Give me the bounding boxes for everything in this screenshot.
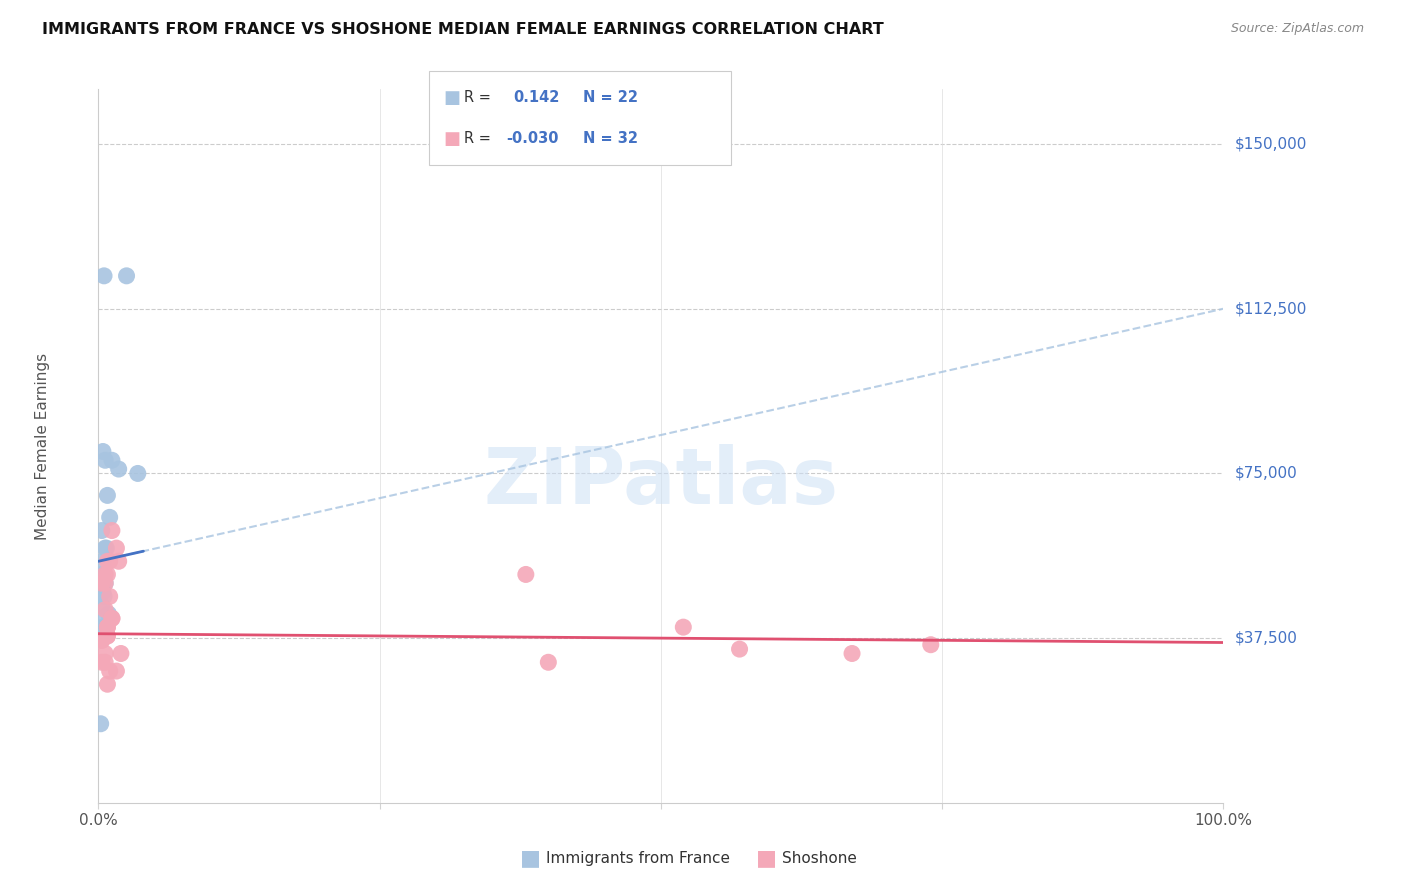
- Point: [96, 554, 118, 568]
- Text: R =: R =: [464, 131, 491, 146]
- Point: [672, 620, 695, 634]
- Point: [94, 576, 117, 591]
- Point: [93, 590, 115, 604]
- Point: [98, 590, 121, 604]
- Point: [91, 585, 114, 599]
- Text: ■: ■: [756, 848, 778, 868]
- Point: [107, 554, 129, 568]
- Point: [94, 655, 117, 669]
- Point: [93, 268, 115, 283]
- Point: [90, 633, 112, 648]
- Point: [115, 268, 138, 283]
- Point: [96, 629, 118, 643]
- Text: ■: ■: [443, 88, 460, 106]
- Text: N = 32: N = 32: [583, 131, 638, 146]
- Text: Source: ZipAtlas.com: Source: ZipAtlas.com: [1230, 22, 1364, 36]
- Text: -0.030: -0.030: [506, 131, 558, 146]
- Point: [841, 647, 863, 661]
- Point: [96, 541, 118, 555]
- Point: [537, 655, 560, 669]
- Point: [96, 620, 118, 634]
- Point: [98, 664, 121, 678]
- Point: [515, 567, 537, 582]
- Point: [105, 664, 128, 678]
- Text: $37,500: $37,500: [1234, 631, 1298, 646]
- Point: [101, 453, 124, 467]
- Point: [94, 602, 117, 616]
- Text: ■: ■: [520, 848, 541, 868]
- Point: [94, 541, 117, 555]
- Point: [90, 655, 112, 669]
- Point: [94, 647, 117, 661]
- Text: ZIPatlas: ZIPatlas: [484, 443, 838, 520]
- Point: [90, 524, 112, 538]
- Text: IMMIGRANTS FROM FRANCE VS SHOSHONE MEDIAN FEMALE EARNINGS CORRELATION CHART: IMMIGRANTS FROM FRANCE VS SHOSHONE MEDIA…: [42, 22, 884, 37]
- Point: [101, 611, 124, 625]
- Point: [94, 453, 117, 467]
- Point: [90, 633, 112, 648]
- Point: [728, 642, 751, 657]
- Point: [90, 567, 112, 582]
- Text: 0.142: 0.142: [513, 90, 560, 105]
- Point: [96, 620, 118, 634]
- Point: [91, 444, 114, 458]
- Point: [90, 716, 112, 731]
- Point: [90, 611, 112, 625]
- Point: [105, 541, 128, 555]
- Point: [101, 524, 124, 538]
- Text: Shoshone: Shoshone: [782, 851, 856, 865]
- Point: [96, 677, 118, 691]
- Text: R =: R =: [464, 90, 491, 105]
- Point: [94, 576, 117, 591]
- Point: [920, 638, 942, 652]
- Point: [94, 567, 117, 582]
- Point: [91, 620, 114, 634]
- Text: $150,000: $150,000: [1234, 136, 1306, 152]
- Point: [97, 607, 120, 621]
- Text: $75,000: $75,000: [1234, 466, 1298, 481]
- Point: [98, 554, 121, 568]
- Text: Median Female Earnings: Median Female Earnings: [35, 352, 49, 540]
- Point: [110, 647, 132, 661]
- Point: [101, 611, 124, 625]
- Text: Immigrants from France: Immigrants from France: [546, 851, 730, 865]
- Point: [98, 510, 121, 524]
- Point: [91, 554, 114, 568]
- Point: [127, 467, 149, 481]
- Point: [96, 629, 118, 643]
- Text: $112,500: $112,500: [1234, 301, 1306, 317]
- Point: [96, 488, 118, 502]
- Point: [107, 462, 129, 476]
- Text: ■: ■: [443, 130, 460, 148]
- Point: [96, 567, 118, 582]
- Point: [90, 576, 112, 591]
- Text: N = 22: N = 22: [583, 90, 638, 105]
- Point: [90, 598, 112, 612]
